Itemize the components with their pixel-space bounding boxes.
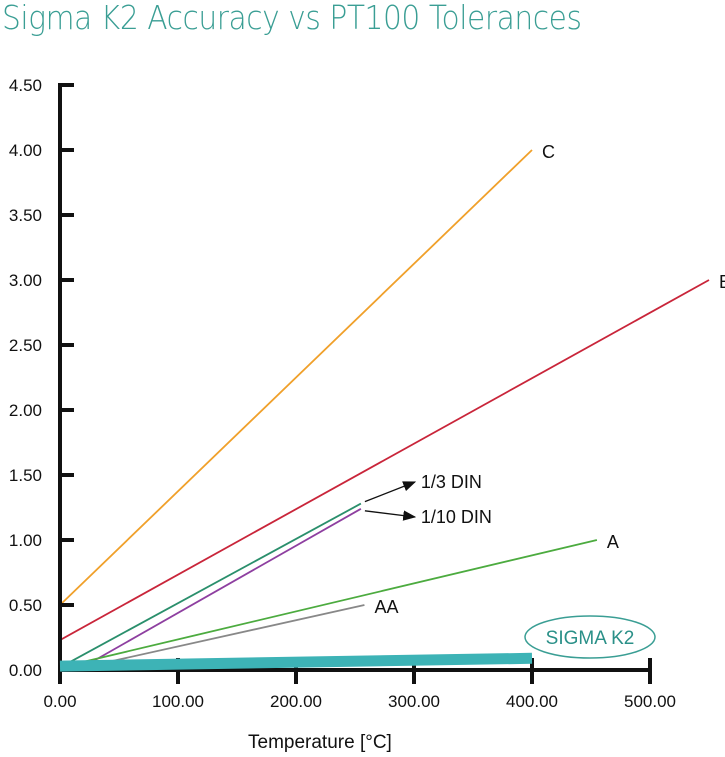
- y-tick-label: 2.00: [9, 401, 42, 420]
- series-line-aa: [83, 604, 365, 669]
- sigma-k2-badge: [524, 615, 656, 659]
- y-tick-label: 0.50: [9, 596, 42, 615]
- x-tick-label: 500.00: [624, 692, 676, 711]
- series-line-1-3-din: [59, 502, 362, 669]
- x-tick-label: 300.00: [388, 692, 440, 711]
- label-arrow: [364, 481, 417, 503]
- y-tick-label: 1.50: [9, 466, 42, 485]
- label-arrow: [364, 510, 417, 521]
- series-line-c: [59, 149, 533, 606]
- x-tick-label: 200.00: [270, 692, 322, 711]
- x-tick-label: 0.00: [43, 692, 76, 711]
- series-label: SIGMA K2: [546, 628, 635, 649]
- y-tick-label: 4.50: [9, 76, 42, 95]
- chart-title: Sigma K2 Accuracy vs PT100 Tolerances: [2, 0, 582, 37]
- series-label: 1/3 DIN: [421, 472, 482, 492]
- series-line-a: [59, 539, 598, 669]
- series-band-sigma-k2: [59, 652, 533, 672]
- y-tick-label: 4.00: [9, 141, 42, 160]
- series-label: 1/10 DIN: [421, 507, 492, 527]
- series-line-b: [59, 279, 710, 641]
- series-label: AA: [374, 597, 398, 617]
- series-label: B: [719, 272, 725, 292]
- y-tick-label: 2.50: [9, 336, 42, 355]
- series-label: A: [607, 532, 619, 552]
- y-tick-label: 1.00: [9, 531, 42, 550]
- y-tick-label: 0.00: [9, 661, 42, 680]
- series-label: C: [542, 142, 555, 162]
- x-axis-label: Temperature [°C]: [248, 732, 392, 753]
- x-tick-label: 400.00: [506, 692, 558, 711]
- y-tick-label: 3.50: [9, 206, 42, 225]
- y-tick-label: 3.00: [9, 271, 42, 290]
- series-line-1-10-din: [77, 508, 362, 671]
- x-tick-label: 100.00: [152, 692, 204, 711]
